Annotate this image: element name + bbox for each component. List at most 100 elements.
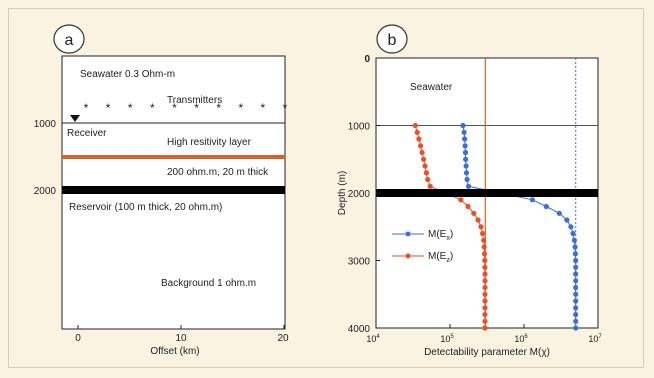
data-point-ez (482, 298, 488, 304)
data-point-ex (462, 149, 469, 156)
legend-marker-ez (405, 253, 411, 259)
legend-label-ex: M(Ex) (428, 229, 453, 242)
transmitter-marker: * (194, 101, 199, 115)
data-point-ez (425, 176, 431, 183)
data-point-ex (570, 230, 576, 237)
data-point-ez (482, 271, 488, 277)
data-point-ez (422, 163, 428, 169)
panel-a-ytick-label: 2000 (34, 186, 57, 197)
reservoir-layer (62, 186, 285, 194)
data-point-ez (421, 156, 427, 162)
data-point-ex (529, 197, 536, 203)
annotation-transmitters: Transmitters (167, 95, 222, 106)
transmitter-marker: * (106, 101, 111, 115)
data-point-ez (481, 251, 488, 257)
data-point-ex (573, 271, 579, 277)
transmitter-marker: * (84, 101, 89, 115)
annotation-seawater-b: Seawater (410, 82, 453, 93)
data-point-ez (414, 129, 420, 135)
data-point-ex (573, 305, 579, 311)
data-point-ex (568, 224, 574, 230)
data-point-ez (478, 224, 484, 230)
data-point-ex (460, 122, 466, 129)
data-point-ex (543, 203, 549, 210)
data-point-ex (573, 325, 579, 331)
data-point-ez (481, 237, 487, 243)
panel-a-xtick-label: 10 (175, 333, 187, 344)
data-point-ex (463, 156, 469, 162)
data-point-ex (572, 244, 578, 250)
panel-b-label: b (388, 32, 397, 49)
annotation-high-resistivity-params: 200 ohm.m, 20 m thick (167, 167, 269, 178)
data-point-ez (458, 197, 464, 203)
data-point-ez (412, 122, 418, 129)
panel-b-ylabel: Depth (m) (337, 171, 348, 215)
data-point-ez (471, 210, 477, 216)
legend-marker-ex (405, 231, 411, 237)
panel-b-xlabel: Detectability parameter M(χ) (424, 347, 550, 358)
transmitter-marker: * (261, 101, 266, 115)
data-point-ex (573, 298, 579, 304)
data-point-ex (572, 251, 579, 257)
receiver-marker-icon (70, 115, 80, 122)
data-point-ez (419, 149, 425, 156)
annotation-seawater: Seawater 0.3 Ohm-m (80, 69, 175, 80)
data-point-ex (464, 176, 470, 183)
data-point-ex (573, 278, 579, 284)
transmitters-group: * * * * * * * * * * (84, 101, 288, 115)
data-point-ez (482, 278, 488, 284)
panel-a-xtick-label: 0 (75, 333, 81, 344)
data-point-ex (556, 210, 562, 216)
panel-a-xtick-label: 20 (277, 333, 289, 344)
panel-b-ytick-label: 2000 (348, 189, 371, 200)
annotation-background: Background 1 ohm.m (161, 278, 256, 289)
data-point-ez (482, 311, 488, 318)
panel-a: a * * * * * * * * * * Seawater 0.3 Ohm-m Transmit… (34, 24, 289, 357)
data-point-ex (465, 183, 472, 189)
transmitter-marker: * (172, 101, 177, 115)
data-point-ez (482, 257, 488, 264)
annotation-reservoir: Reservoir (100 m thick, 20 ohm.m) (69, 202, 222, 213)
data-point-ez (427, 183, 433, 189)
data-point-ez (482, 318, 488, 324)
transmitter-marker: * (283, 101, 288, 115)
panel-a-label-circle (53, 24, 85, 54)
data-point-ex (462, 143, 468, 149)
data-point-ez (482, 305, 488, 311)
panel-b-xtick-label: 106 (514, 334, 528, 344)
data-point-ex (462, 136, 468, 142)
data-point-ex (573, 257, 579, 264)
data-point-ez (481, 244, 487, 250)
panel-a-ytick-label: 1000 (34, 119, 57, 130)
data-point-ex (573, 264, 579, 270)
panel-b-ytick-label: 1000 (348, 122, 371, 133)
data-point-ez (482, 325, 488, 331)
data-point-ez (482, 291, 488, 297)
data-point-ex (564, 217, 570, 223)
data-point-ez (423, 170, 429, 176)
figure-frame (8, 8, 644, 368)
panel-a-xlabel: Offset (km) (150, 346, 199, 357)
annotation-high-resistivity: High resitivity layer (167, 137, 252, 148)
data-point-ex (463, 163, 469, 169)
panel-b-ytick-label: 3000 (348, 257, 371, 268)
panel-b-xtick-label: 105 (440, 334, 454, 344)
panel-b-legend: M(Ex) M(Ez) (392, 229, 453, 264)
data-point-ex (573, 291, 579, 297)
legend-label-ez: M(Ez) (428, 251, 453, 264)
data-point-ex (573, 318, 579, 324)
annotation-receiver: Receiver (67, 128, 107, 139)
data-point-ez (465, 203, 471, 210)
data-point-ex (571, 237, 578, 243)
panel-b-xtick-label: 107 (588, 334, 602, 344)
transmitter-marker: * (216, 101, 221, 115)
data-point-ex (463, 170, 470, 176)
panel-b-series-group (376, 122, 598, 331)
transmitter-marker: * (128, 101, 133, 115)
panel-b-label-circle (376, 24, 408, 54)
panel-a-label: a (65, 32, 74, 49)
panel-b-ytick-label: 0 (364, 54, 370, 65)
